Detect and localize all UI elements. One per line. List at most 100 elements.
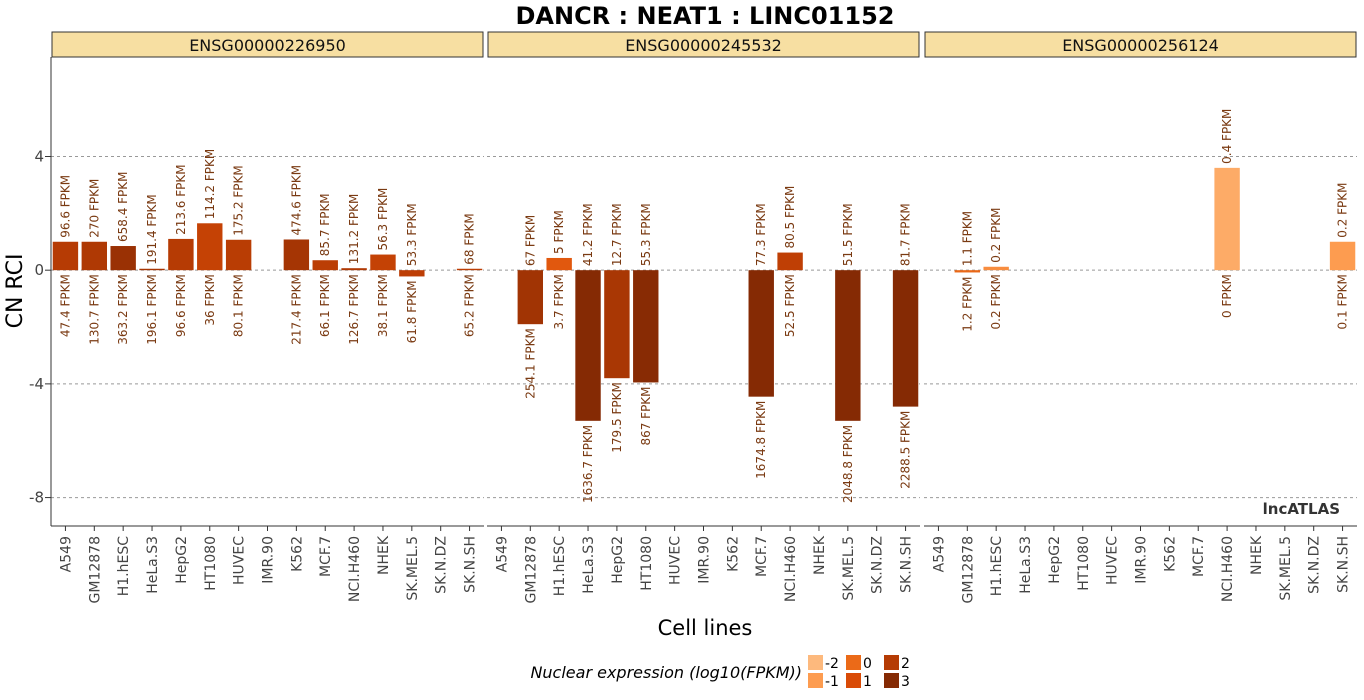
data-label-bottom: 196.1 FPKM	[145, 274, 159, 345]
x-tick-label: SK.N.SH	[899, 536, 915, 593]
panel-1: ENSG00000245532 A549 GM12878 67 FPKM 254.1 F…	[487, 31, 920, 603]
bar	[197, 223, 223, 271]
data-label-top: 77.3 FPKM	[754, 203, 768, 266]
x-tick-label: HeLa.S3	[1018, 536, 1034, 594]
bar	[748, 270, 774, 397]
data-label-bottom: 1636.7 FPKM	[581, 425, 595, 503]
facet-strip-label: ENSG00000256124	[1062, 36, 1219, 55]
data-label-top: 270 FPKM	[87, 179, 101, 238]
facet-strip	[51, 31, 484, 58]
data-label-top: 0.2 FPKM	[1336, 182, 1350, 237]
x-tick-label: HUVEC	[232, 536, 248, 585]
data-label-top: 131.2 FPKM	[347, 194, 361, 265]
bar	[341, 268, 367, 271]
x-tick-label: SK.N.SH	[1336, 536, 1352, 593]
plot-area: 4 0 -4 -8 ENSG00000226950 A549 96.6 FPKM 47.4 F…	[29, 31, 1357, 603]
y-axis-label: CN RCI	[3, 254, 28, 329]
facet-strip-label: ENSG00000245532	[625, 36, 782, 55]
x-tick-label: SK.N.SH	[463, 536, 479, 593]
data-label-top: 55.3 FPKM	[639, 203, 653, 266]
x-tick-label: SK.MEL.5	[1278, 536, 1294, 601]
data-label-top: 96.6 FPKM	[58, 175, 72, 238]
panel-2: ENSG00000256124 A549 GM12878 1.1 FPKM 1.2 FP…	[924, 31, 1357, 603]
data-label-top: 56.3 FPKM	[376, 188, 390, 251]
data-label-top: 175.2 FPKM	[232, 165, 246, 236]
data-label-top: 67 FPKM	[523, 215, 537, 266]
x-tick-label: IMR.90	[1134, 536, 1150, 584]
x-tick-label: H1.hESC	[552, 536, 568, 596]
x-tick-label: SK.N.DZ	[1307, 536, 1323, 594]
x-tick-label: K562	[1162, 536, 1178, 572]
legend-swatch	[808, 673, 823, 688]
bar	[633, 270, 659, 383]
x-tick-label: GM12878	[87, 536, 103, 603]
data-label-bottom: 0.2 FPKM	[989, 274, 1003, 329]
x-tick-label: IMR.90	[261, 536, 277, 584]
bar	[892, 270, 919, 407]
x-tick-label: HepG2	[1047, 536, 1063, 584]
y-tick-label: -8	[29, 489, 44, 507]
x-tick-label: SK.MEL.5	[841, 536, 857, 601]
bar	[225, 239, 252, 271]
legend-label: 0	[863, 656, 872, 672]
data-label-bottom: 2048.8 FPKM	[841, 425, 855, 503]
data-label-top: 85.7 FPKM	[318, 193, 332, 256]
x-tick-label: NCI.H460	[783, 536, 799, 602]
legend-swatch	[846, 673, 861, 688]
x-tick-label: H1.hESC	[989, 536, 1005, 596]
bar	[399, 270, 425, 277]
x-tick-label: H1.hESC	[116, 536, 132, 596]
legend-swatch	[884, 655, 899, 670]
x-tick-label: K562	[289, 536, 305, 572]
legend-label: 2	[901, 656, 910, 672]
x-tick-label: NCI.H460	[347, 536, 363, 602]
data-label-bottom: 254.1 FPKM	[523, 328, 537, 399]
x-tick-label: HT1080	[203, 536, 219, 591]
y-tick-label: -4	[29, 375, 44, 393]
legend-label: 1	[863, 674, 872, 690]
facet-strip-label: ENSG00000226950	[189, 36, 346, 55]
x-tick-label: HT1080	[639, 536, 655, 591]
x-tick-label: NHEK	[1249, 535, 1265, 575]
x-tick-label: HeLa.S3	[145, 536, 161, 594]
x-tick-label: NHEK	[376, 535, 392, 575]
chart-title: DANCR : NEAT1 : LINC01152	[516, 2, 895, 30]
data-label-bottom: 47.4 FPKM	[58, 274, 72, 337]
data-label-bottom: 126.7 FPKM	[347, 274, 361, 345]
bar	[81, 241, 108, 271]
data-label-top: 51.5 FPKM	[841, 203, 855, 266]
x-tick-label: HUVEC	[1105, 536, 1121, 585]
bar	[546, 257, 572, 271]
data-label-top: 191.4 FPKM	[145, 194, 159, 265]
data-label-top: 114.2 FPKM	[203, 149, 217, 220]
legend-swatch	[808, 655, 823, 670]
data-label-bottom: 38.1 FPKM	[376, 274, 390, 337]
legend-label: 3	[901, 674, 910, 690]
x-tick-label: NCI.H460	[1220, 536, 1236, 602]
x-tick-label: K562	[725, 536, 741, 572]
data-label-bottom: 867 FPKM	[639, 386, 653, 445]
bar	[139, 268, 165, 271]
bar	[575, 270, 601, 421]
x-tick-label: HepG2	[610, 536, 626, 584]
x-tick-label: A549	[931, 536, 947, 572]
panel-0: ENSG00000226950 A549 96.6 FPKM 47.4 FPKM GM1…	[50, 31, 484, 603]
data-label-top: 68 FPKM	[463, 213, 477, 264]
x-tick-label: HeLa.S3	[581, 536, 597, 594]
data-label-top: 213.6 FPKM	[174, 164, 188, 235]
data-label-top: 12.7 FPKM	[610, 203, 624, 266]
bar	[370, 254, 396, 271]
legend-label: -1	[825, 674, 839, 690]
x-tick-label: NHEK	[812, 535, 828, 575]
x-tick-label: IMR.90	[697, 536, 713, 584]
data-label-bottom: 0 FPKM	[1220, 274, 1234, 318]
x-tick-label: HUVEC	[668, 536, 684, 585]
bar	[1214, 167, 1240, 271]
data-label-bottom: 1.2 FPKM	[960, 276, 974, 331]
x-tick-label: MCF.7	[318, 536, 334, 577]
data-label-bottom: 3.7 FPKM	[552, 274, 566, 329]
bar	[954, 270, 981, 273]
x-axis-label: Cell lines	[658, 616, 753, 640]
x-tick-label: MCF.7	[754, 536, 770, 577]
